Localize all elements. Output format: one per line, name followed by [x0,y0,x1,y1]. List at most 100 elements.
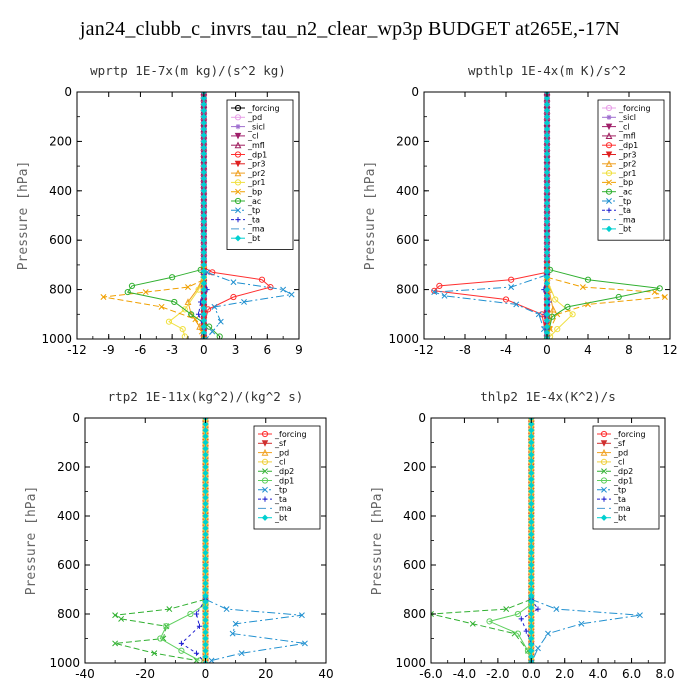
legend-label: _forcing [613,430,646,439]
legend-item: _mfl [231,141,265,150]
series-line [546,276,667,339]
legend-item: _forcing [597,430,646,439]
legend-item: _ma [602,215,636,224]
legend-item: _sf [597,439,625,448]
y-tick-label: 600 [403,558,426,572]
x-tick-label: -12 [414,343,434,357]
panel-wpthlp: wpthlp 1E-4x(m K)/s^2 -12 -8 -4 0 4 8 12 0 200 400… [363,63,678,357]
legend-item: _sicl [602,113,636,122]
legend-label: _dp1 [247,150,267,159]
y-tick-label: 400 [396,184,419,198]
legend-label: _tp [247,206,260,215]
legend-item: _bt [602,225,631,234]
x-tick-label: 9 [295,343,303,357]
y-tick-label: 400 [49,184,72,198]
legend-item: _ta [597,495,626,504]
legend-item: _forcing [602,104,651,113]
legend-label: _tp [613,486,626,495]
series-ac [543,266,663,339]
series-line [205,271,294,339]
x-tick-label: 0 [543,343,551,357]
legend-item: _ma [231,225,265,234]
y-tick-label: 1000 [41,332,72,346]
y-axis-label: Pressure [hPa] [370,486,385,596]
legend-item: _ta [602,206,631,215]
y-tick-label: 600 [49,233,72,247]
legend-item: _mfl [602,132,636,141]
legend-item: _dp1 [602,141,638,150]
panel-wprtp: wprtp 1E-7x(m kg)/(s^2 kg) -12 -9 -6 -3 0 3 6 9 0… [16,63,303,357]
series-line [205,598,305,661]
x-tick-label: -6 [134,343,146,357]
series-line [113,598,206,661]
legend: _forcing_sicl_cl_mfl_dp1_pr3_pr2_pr1_bp_… [597,99,665,241]
x-tick-label: -6.0 [419,667,442,681]
series-line [487,603,532,663]
y-tick-label: 200 [403,460,426,474]
legend-item: _bt [597,514,626,523]
legend: _forcing_sf_pd_cl_dp2_dp1_tp_ta_ma_bt [253,425,321,530]
x-tick-label: 4 [584,343,592,357]
plot-area [100,92,295,339]
legend-label: _dp1 [618,141,638,150]
x-tick-label: 12 [662,343,677,357]
y-tick-label: 200 [57,460,80,474]
series-bt [200,92,208,339]
legend-label: _pr1 [618,169,636,178]
x-tick-label: 0 [200,343,208,357]
y-tick-label: 600 [57,558,80,572]
y-tick-label: 200 [49,134,72,148]
legend: _forcing_sf_pd_cl_dp2_dp1_tp_ta_ma_bt [592,425,660,530]
y-axis-label: Pressure [hPa] [24,486,39,596]
legend-label: _ma [613,504,631,513]
series-line [546,269,660,339]
legend-item: _pr3 [231,160,265,169]
x-tick-label: 6 [263,343,271,357]
series-bp [544,274,668,339]
legend-item: _cl [602,122,630,131]
y-tick-label: 200 [396,134,419,148]
series-tp [528,596,643,663]
y-tick-label: 1000 [395,656,426,670]
plot-area [431,418,643,663]
legend-item: _forcing [258,430,307,439]
panel-rtp2: rtp2 1E-11x(kg^2)/(kg^2 s)-40 -20 0 20 40020… [24,389,334,681]
x-tick-label: -40 [75,667,95,681]
y-tick-label: 800 [57,607,80,621]
series-tp [202,596,308,663]
legend-label: _tp [618,197,631,206]
series-line [530,598,640,663]
legend: _forcing_pd_sicl_cl_mfl_dp1_pr3_pr2_pr1_… [226,99,294,250]
legend-item: _ma [258,504,292,513]
series-line [180,599,206,663]
legend-label: _cl [618,122,630,131]
legend-label: _pd [274,448,289,457]
y-axis-label: Pressure [hPa] [363,161,378,271]
legend-item: _pr3 [602,150,636,159]
legend-label: _tp [274,486,287,495]
series-bp [100,276,207,339]
legend-label: _ma [618,215,636,224]
series-dp1 [486,601,535,663]
y-tick-label: 0 [418,411,426,425]
series-line [434,274,548,339]
x-tick-label: -9 [103,343,115,357]
x-tick-label: -2.0 [486,667,509,681]
legend-item: _tp [231,206,260,215]
legend-item: _pr2 [602,160,636,169]
legend-label: _ma [247,225,265,234]
legend-label: _pr3 [618,150,636,159]
legend-item: _bt [231,234,260,243]
y-tick-label: 400 [403,509,426,523]
series-dp1 [157,601,209,663]
figure-title: jan24_clubb_c_invrs_tau_n2_clear_wp3p BU… [79,18,621,40]
legend-item: _tp [258,486,287,495]
legend-item: _forcing [231,104,280,113]
legend-item: _pd [258,448,289,457]
x-tick-label: -3 [166,343,178,357]
x-tick-label: -20 [135,667,155,681]
legend-label: _mfl [618,132,636,141]
series-dp1 [200,264,274,339]
series-tp [431,271,550,339]
legend-label: _bt [247,234,260,243]
